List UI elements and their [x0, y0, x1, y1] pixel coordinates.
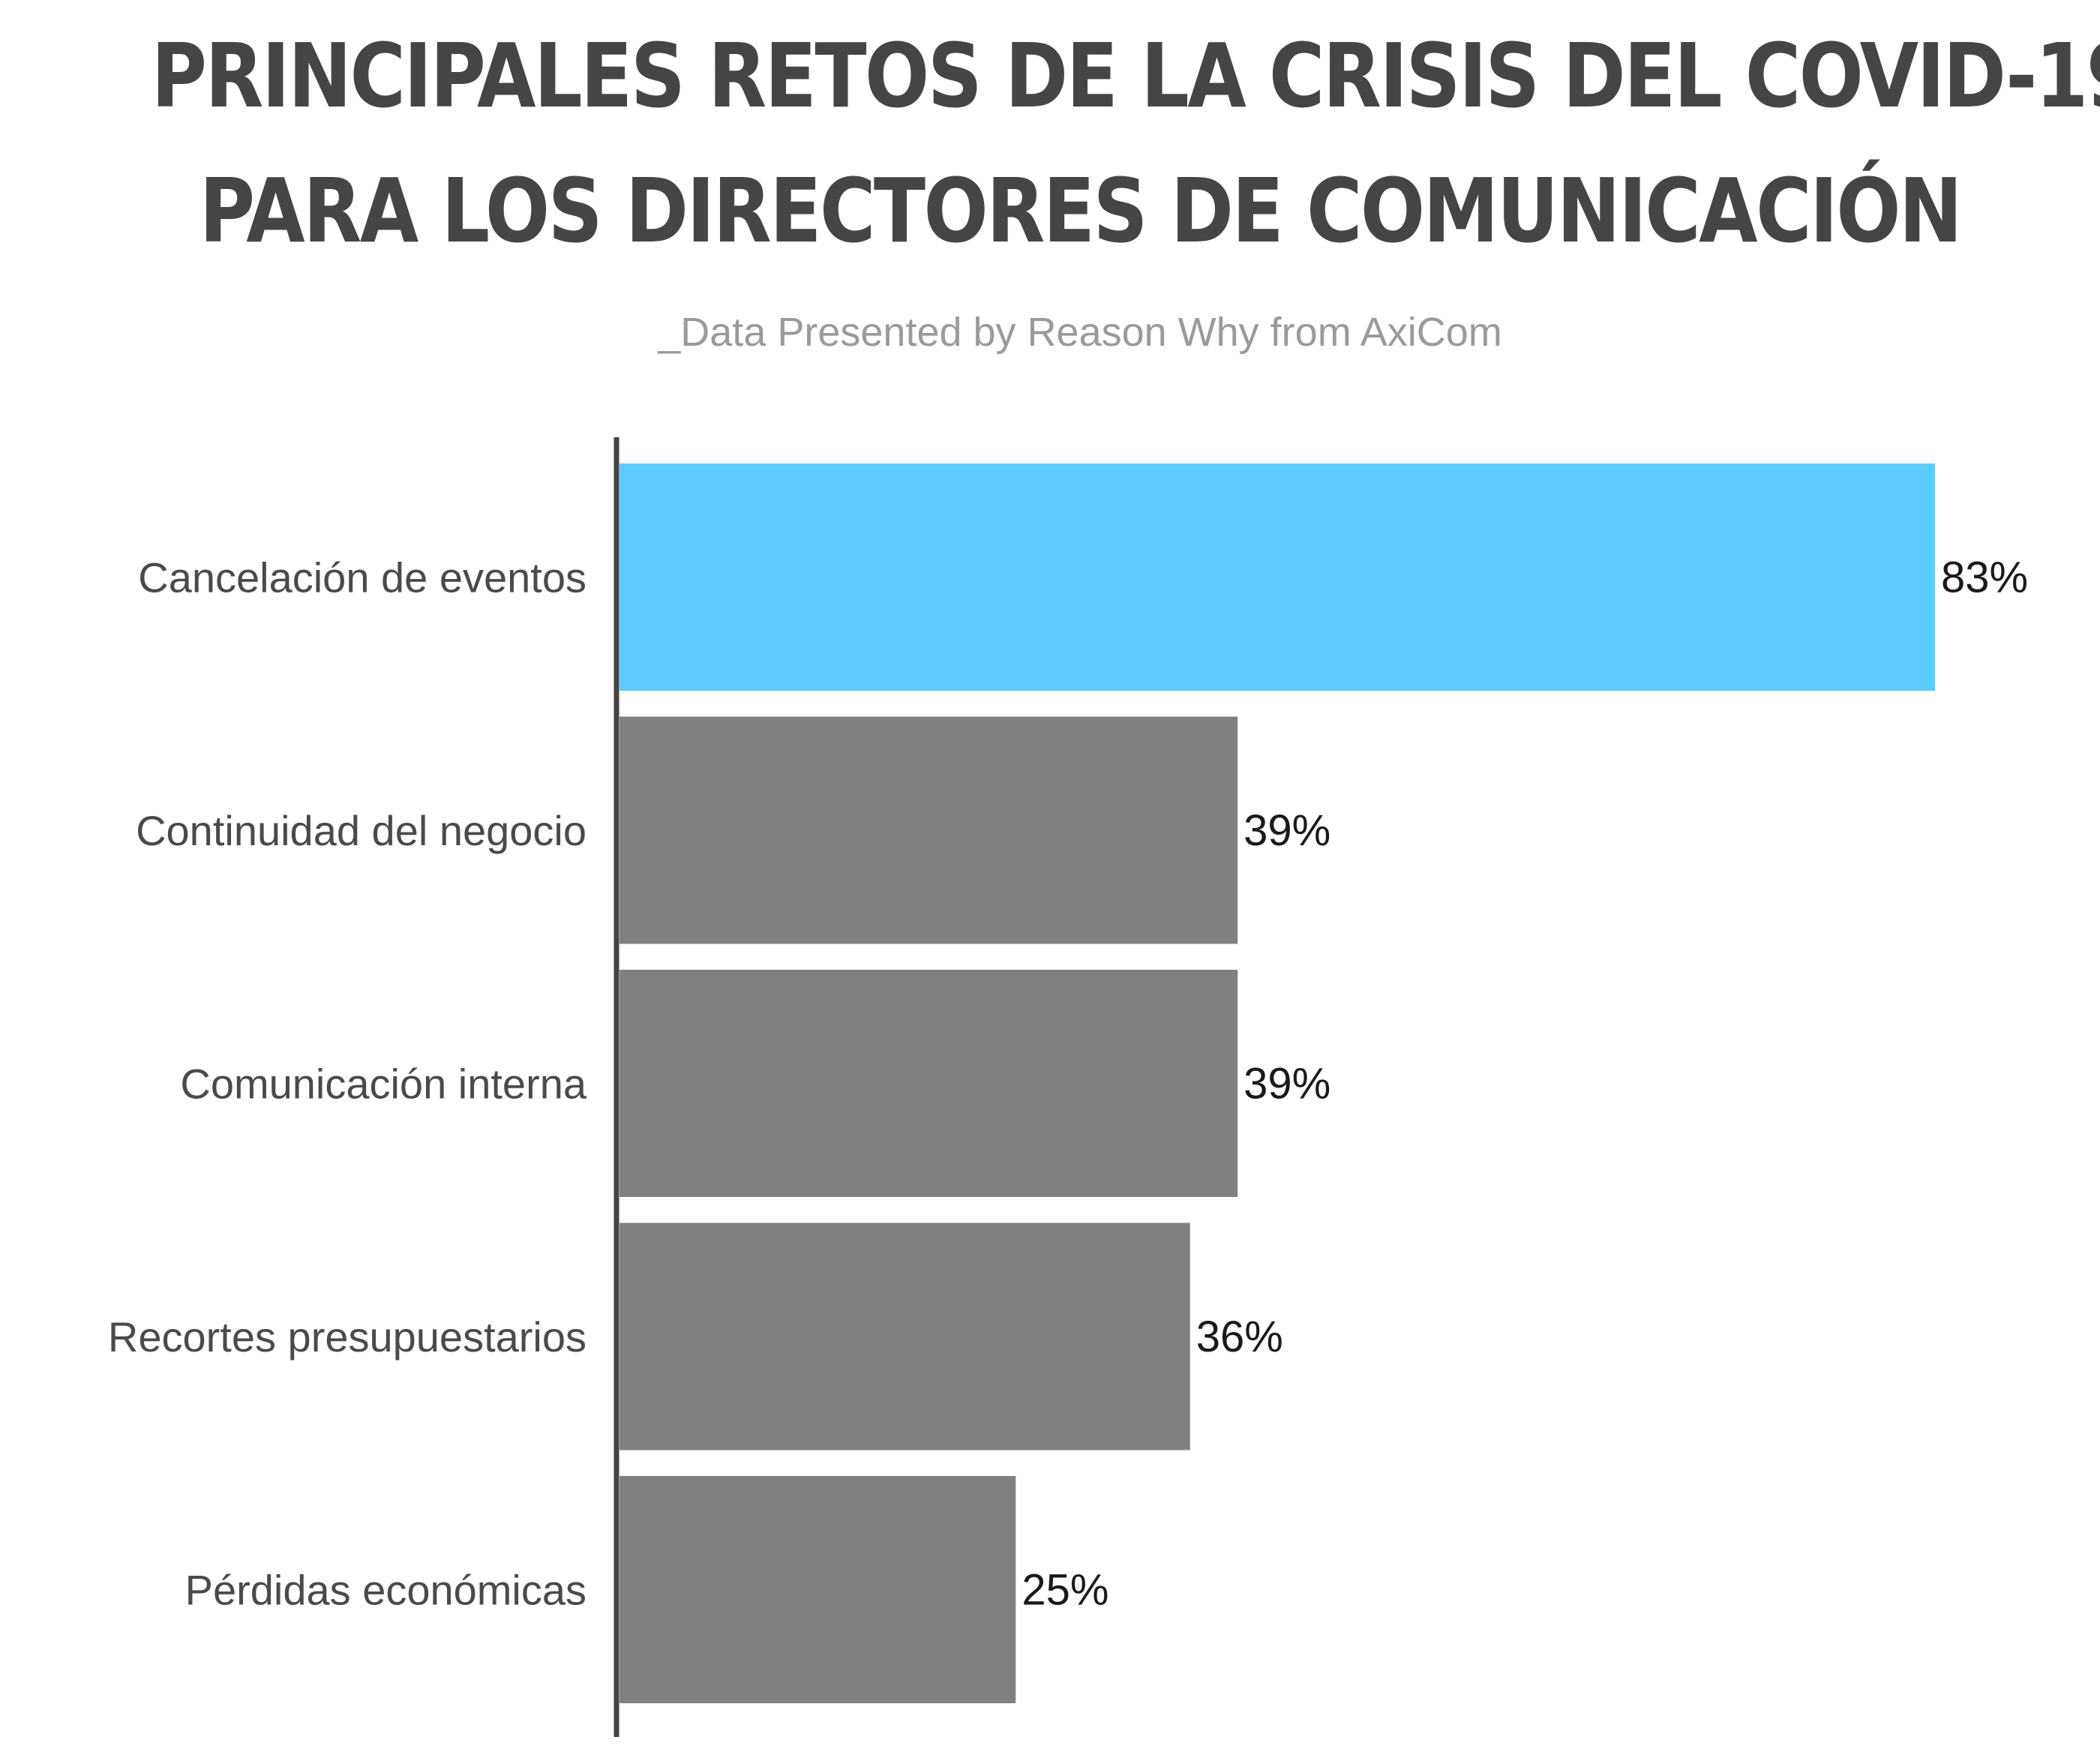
bar-1	[620, 464, 1935, 691]
category-label: Pérdidas económicas	[185, 1567, 586, 1614]
chart-title-line-1: PRINCIPALES RETOS DE LA CRISIS DEL COVID…	[151, 24, 2100, 128]
bar-3	[620, 970, 1238, 1197]
bar-4	[620, 1222, 1190, 1450]
value-label: 36%	[1196, 1312, 1283, 1361]
category-label: Cancelación de eventos	[138, 554, 586, 602]
category-label: Continuidad del negocio	[136, 807, 586, 854]
category-label: Recortes presupuestarios	[108, 1313, 586, 1360]
bar-2	[620, 716, 1238, 944]
chart-title-line-2: PARA LOS DIRECTORES DE COMUNICACIÓN	[199, 159, 1963, 262]
value-label: 83%	[1941, 554, 2028, 602]
value-label: 25%	[1022, 1566, 1108, 1615]
chart-subtitle: _Data Presented by Reason Why from AxiCo…	[658, 310, 1502, 355]
value-label: 39%	[1244, 806, 1330, 855]
category-label: Comunicación interna	[180, 1060, 586, 1108]
value-label: 39%	[1244, 1060, 1330, 1108]
bar-5	[620, 1476, 1016, 1703]
